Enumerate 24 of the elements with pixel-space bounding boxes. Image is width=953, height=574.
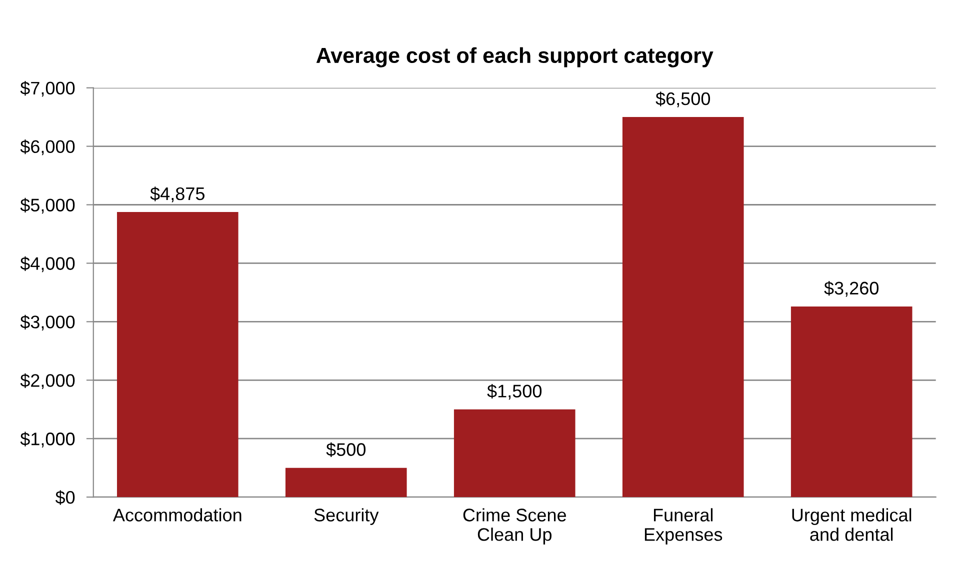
x-tick-label: Accommodation: [112, 508, 242, 522]
data-label: $3,260: [824, 281, 879, 297]
y-tick-label: $3,000: [20, 314, 75, 331]
bar: [116, 212, 238, 498]
chart-title: Average cost of each support category: [316, 47, 714, 68]
y-tick-label: $2,000: [20, 373, 75, 390]
y-tick-label: $7,000: [20, 81, 75, 97]
x-tick-label: Urgent medical and dental: [792, 508, 912, 541]
x-tick-label: Crime Scene Clean Up: [463, 508, 566, 544]
bar: [790, 306, 912, 498]
y-tick-label: $6,000: [20, 139, 75, 156]
x-tick-label: Security: [314, 508, 379, 526]
data-label: $4,875: [150, 186, 204, 202]
y-tick-label: $5,000: [20, 198, 75, 214]
y-tick-label: $0: [55, 490, 75, 505]
y-tick-label: $4,000: [20, 256, 75, 272]
bar: [622, 117, 744, 498]
y-tick-label: $1,000: [20, 432, 75, 448]
data-label: $500: [326, 442, 366, 458]
data-label: $6,500: [656, 92, 710, 108]
x-tick-label: Funeral Expenses: [644, 508, 722, 544]
bar: [285, 468, 407, 498]
data-label: $1,500: [487, 384, 542, 400]
bar: [454, 409, 576, 498]
